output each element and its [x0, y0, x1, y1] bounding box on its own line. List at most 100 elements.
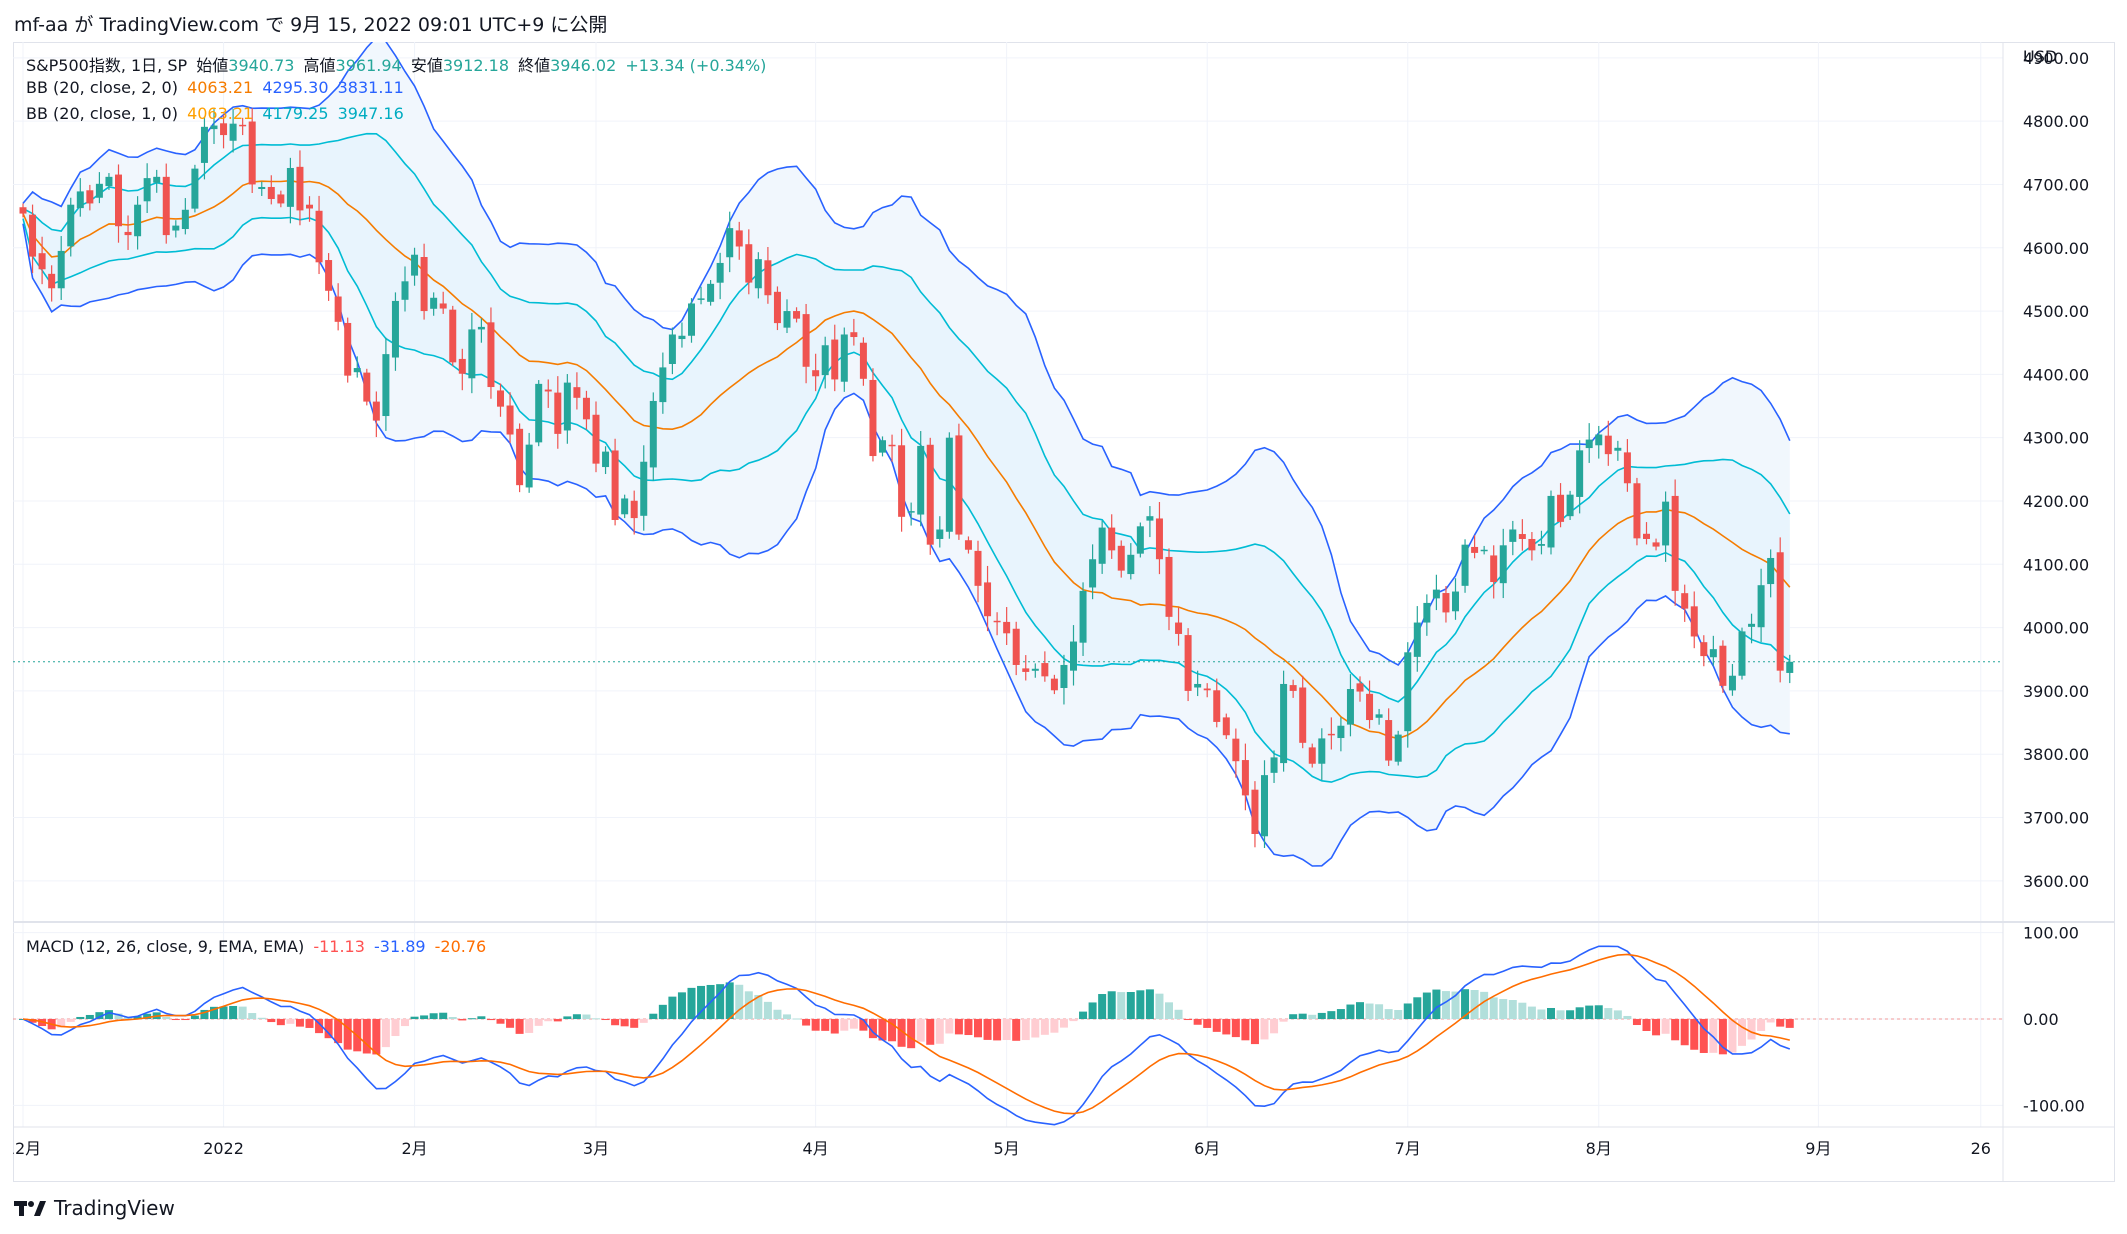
candle-body[interactable] [1117, 545, 1125, 571]
bb-basis-line[interactable] [22, 179, 1791, 740]
candle-body[interactable] [48, 273, 56, 289]
candle-body[interactable] [1375, 714, 1383, 718]
candle-body[interactable] [1681, 593, 1689, 609]
candle-body[interactable] [1060, 664, 1068, 689]
macd-histogram-bar[interactable] [830, 1019, 839, 1034]
macd-histogram-bar[interactable] [1489, 997, 1498, 1020]
candle-body[interactable] [382, 354, 390, 417]
bb2-legend[interactable]: BB (20, close, 2, 0) 4063.21 4295.30 383… [26, 78, 408, 97]
macd-histogram-bar[interactable] [477, 1016, 486, 1020]
macd-histogram-bar[interactable] [276, 1019, 285, 1026]
macd-histogram-bar[interactable] [28, 1019, 37, 1023]
candle-body[interactable] [172, 225, 180, 231]
candle-body[interactable] [1031, 668, 1039, 671]
candlesticks[interactable] [19, 108, 1794, 848]
chart-canvas[interactable]: 3600.00 3700.00 3800.00 3900.00 4000.00 4100.… [13, 42, 2115, 1182]
macd-histogram-bar[interactable] [677, 992, 686, 1020]
macd-histogram-bar[interactable] [630, 1019, 639, 1028]
candle-body[interactable] [1079, 590, 1087, 643]
macd-histogram-bar[interactable] [85, 1014, 94, 1020]
candle-body[interactable] [869, 379, 877, 457]
macd-histogram-bar[interactable] [295, 1019, 304, 1027]
macd-histogram-bar[interactable] [496, 1019, 505, 1024]
candle-body[interactable] [420, 256, 428, 312]
candle-body[interactable] [306, 204, 313, 209]
candle-body[interactable] [1308, 747, 1316, 764]
macd-histogram-bar[interactable] [1174, 1009, 1183, 1020]
macd-histogram-bar[interactable] [410, 1016, 419, 1020]
candle-body[interactable] [974, 550, 982, 586]
macd-histogram-bar[interactable] [1336, 1009, 1345, 1020]
candle-body[interactable] [115, 174, 122, 227]
candle-body[interactable] [1432, 589, 1440, 599]
candle-body[interactable] [563, 382, 571, 431]
macd-histogram-bar[interactable] [334, 1019, 343, 1044]
macd-line[interactable] [22, 945, 1791, 1126]
macd-histogram-bar[interactable] [544, 1019, 553, 1022]
candle-body[interactable] [1070, 641, 1077, 671]
macd-histogram-bar[interactable] [343, 1019, 352, 1050]
macd-histogram-bar[interactable] [1059, 1019, 1068, 1028]
macd-histogram-bar[interactable] [1508, 999, 1517, 1020]
macd-histogram-bar[interactable] [104, 1010, 113, 1020]
candle-body[interactable] [258, 186, 266, 190]
macd-histogram-bar[interactable] [974, 1019, 982, 1038]
candle-body[interactable] [831, 339, 839, 380]
candle-body[interactable] [1241, 760, 1249, 796]
macd-histogram-bar[interactable] [1184, 1019, 1193, 1021]
candle-body[interactable] [286, 167, 294, 207]
candle-body[interactable] [754, 259, 762, 289]
candle-body[interactable] [439, 303, 447, 309]
macd-histogram-bar[interactable] [811, 1019, 820, 1031]
macd-histogram-bar[interactable] [888, 1019, 897, 1042]
macd-histogram-bar[interactable] [1566, 1010, 1575, 1020]
candle-body[interactable] [344, 322, 352, 376]
macd-histogram-bar[interactable] [1356, 1002, 1364, 1020]
candle-body[interactable] [1165, 556, 1173, 617]
macd-histogram-bar[interactable] [1671, 1019, 1680, 1041]
candle-body[interactable] [1041, 663, 1049, 677]
macd-histogram-bar[interactable] [821, 1019, 830, 1031]
time-axis[interactable]: 12月 2022 2月 3月 4月 5月 6月 7月 8月 9月 26 [13, 1139, 1991, 1158]
candle-body[interactable] [1203, 688, 1211, 691]
candle-body[interactable] [1175, 622, 1183, 634]
candle-body[interactable] [1537, 544, 1545, 546]
macd-histogram-bar[interactable] [76, 1016, 85, 1020]
candle-body[interactable] [1289, 685, 1297, 691]
candle-body[interactable] [1194, 683, 1202, 688]
macd-histogram-bar[interactable] [1585, 1005, 1594, 1020]
candle-body[interactable] [1643, 533, 1650, 539]
macd-legend[interactable]: MACD (12, 26, close, 9, EMA, EMA) -11.13… [26, 937, 490, 956]
macd-histogram-bar[interactable] [1136, 990, 1145, 1020]
candle-body[interactable] [1652, 542, 1660, 547]
candle-body[interactable] [95, 183, 103, 198]
candle-body[interactable] [76, 191, 84, 209]
macd-histogram-bar[interactable] [868, 1019, 877, 1039]
macd-histogram-bar[interactable] [897, 1019, 906, 1047]
candle-body[interactable] [1356, 683, 1364, 692]
candle-body[interactable] [707, 283, 715, 302]
macd-histogram-bar[interactable] [1537, 1009, 1546, 1020]
candle-body[interactable] [1251, 789, 1259, 834]
macd-histogram-bar[interactable] [1012, 1019, 1021, 1041]
candle-body[interactable] [1127, 554, 1135, 575]
candle-body[interactable] [1413, 622, 1421, 657]
candle-body[interactable] [611, 450, 619, 520]
candle-body[interactable] [1022, 668, 1030, 672]
candle-body[interactable] [248, 121, 256, 185]
macd-histogram-bar[interactable] [1165, 1002, 1173, 1020]
macd-histogram-bar[interactable] [945, 1019, 954, 1034]
candle-body[interactable] [640, 461, 648, 516]
candle-body[interactable] [1261, 775, 1268, 837]
macd-histogram-bar[interactable] [1661, 1019, 1670, 1034]
macd-histogram-bar[interactable] [620, 1019, 629, 1027]
macd-histogram-bar[interactable] [649, 1013, 658, 1020]
candle-body[interactable] [1700, 642, 1708, 657]
macd-histogram-bar[interactable] [1403, 1003, 1412, 1020]
price-legend[interactable]: S&P500指数, 1日, SP 始値3940.73 高値3961.94 安値3… [26, 52, 770, 76]
macd-histogram-bar[interactable] [286, 1019, 295, 1024]
candle-body[interactable] [783, 311, 791, 328]
candle-body[interactable] [105, 176, 113, 187]
candle-body[interactable] [29, 214, 37, 257]
macd-histogram-bar[interactable] [1050, 1019, 1059, 1033]
